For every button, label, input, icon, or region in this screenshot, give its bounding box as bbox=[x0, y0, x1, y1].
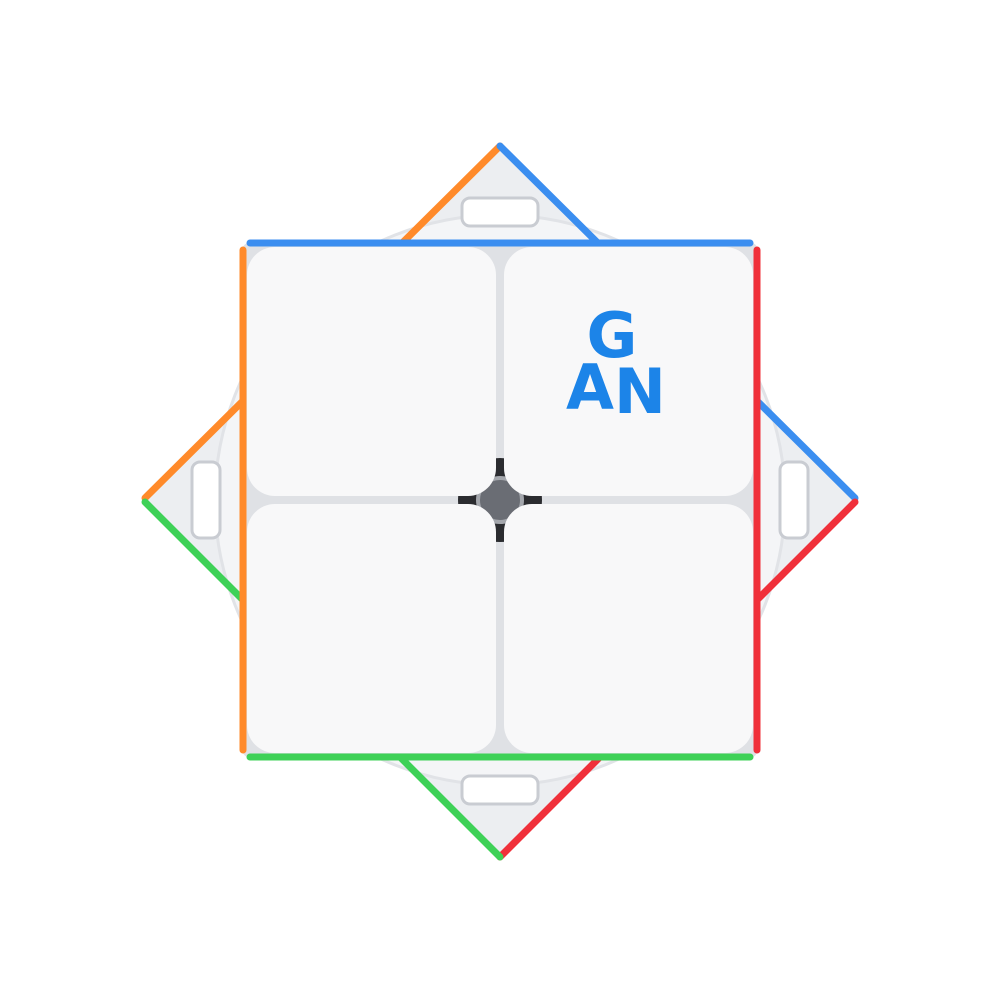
tile bbox=[504, 247, 753, 496]
tile bbox=[504, 504, 753, 753]
slot bbox=[190, 460, 222, 540]
logo: G A N bbox=[566, 299, 666, 428]
logo-letter: N bbox=[614, 355, 666, 428]
tile bbox=[247, 247, 496, 496]
slot bbox=[778, 460, 810, 540]
core-screw bbox=[476, 476, 524, 524]
front-face bbox=[239, 239, 761, 761]
slot bbox=[460, 774, 540, 806]
slot bbox=[460, 196, 540, 228]
tile bbox=[247, 504, 496, 753]
logo-letter: A bbox=[566, 351, 614, 424]
logo-letter: G bbox=[587, 299, 638, 372]
